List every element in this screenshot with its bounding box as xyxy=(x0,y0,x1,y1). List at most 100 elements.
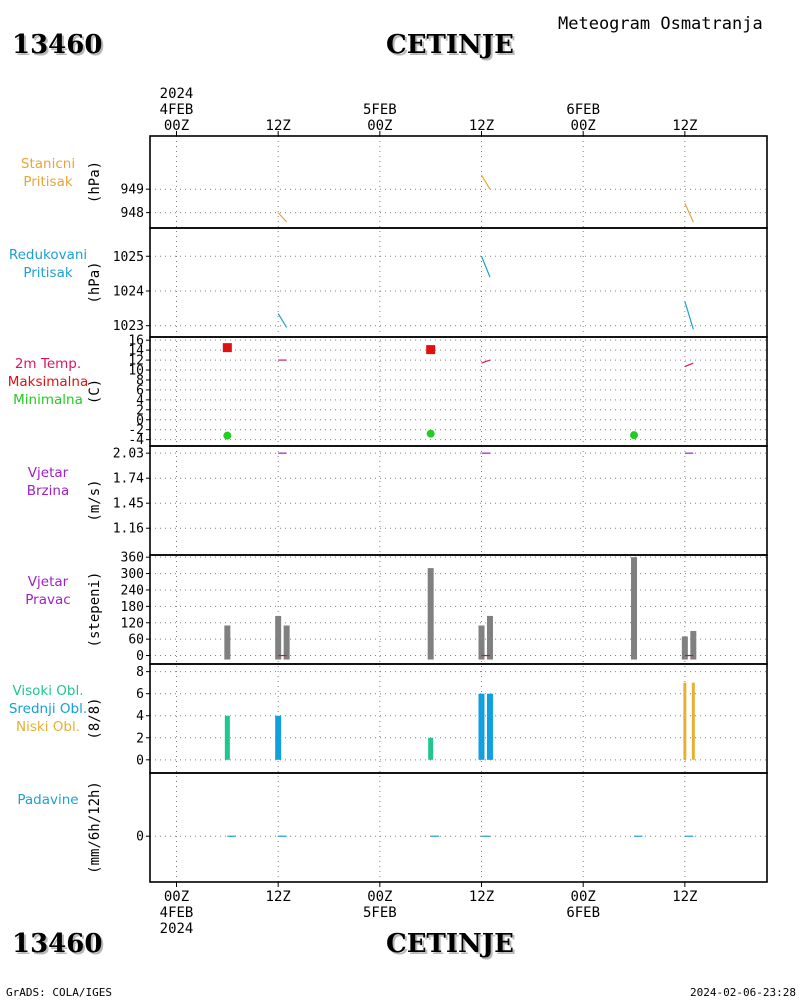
stanicni-panel-frame xyxy=(149,135,768,229)
temp-line-segment xyxy=(481,359,491,364)
time-axis-bottom-label: 12Z xyxy=(469,889,494,905)
vjetar_pravac-y-tick-label: 0 xyxy=(136,649,144,664)
vjetar_pravac-bar xyxy=(486,615,493,660)
time-axis-bottom-label: 00Z xyxy=(164,889,189,905)
temp-y-tick-label: -4 xyxy=(128,433,144,448)
time-axis-top-label: 5FEB xyxy=(363,102,397,118)
redukovani-y-tick-label: 1023 xyxy=(113,319,144,334)
redukovani-unit-label: (hPa) xyxy=(87,261,103,303)
redukovani-panel-frame xyxy=(149,227,768,338)
temp-y-tick-label: 2 xyxy=(136,403,144,418)
vjetar_pravac-bar xyxy=(224,625,231,660)
temp-y-tick-label: 16 xyxy=(128,334,144,349)
time-axis-top-label: 12Z xyxy=(469,118,494,134)
oblacnost-y-tick-label: 8 xyxy=(136,665,144,680)
redukovani-line-segment xyxy=(684,301,694,330)
redukovani-y-tick-label: 1024 xyxy=(113,284,144,299)
temp-panel-label: Maksimalna xyxy=(7,374,89,390)
vjetar_pravac-y-tick-label: 240 xyxy=(121,583,144,598)
stanicni-y-tick-label: 948 xyxy=(121,206,144,221)
temp-min-marker xyxy=(426,429,435,438)
vjetar_pravac-y-tick-label: 300 xyxy=(121,567,144,582)
time-axis-top-label: 12Z xyxy=(266,118,291,134)
temp-y-tick-label: -2 xyxy=(128,423,144,438)
temp-line-segment xyxy=(684,362,694,368)
oblacnost-bar xyxy=(486,693,493,760)
vjetar_pravac-bar xyxy=(283,625,290,660)
oblacnost-panel-label: Visoki Obl. xyxy=(12,683,84,699)
oblacnost-panel-label: Srednji Obl. xyxy=(8,701,88,717)
time-axis-top-label: 4FEB xyxy=(160,102,194,118)
vjetar_brzina-y-tick-label: 1.74 xyxy=(113,472,144,487)
oblacnost-y-tick-label: 2 xyxy=(136,731,144,746)
temp-y-tick-label: 12 xyxy=(128,354,144,369)
vjetar_pravac-y-tick-label: 60 xyxy=(128,633,144,648)
vjetar_pravac-y-tick-label: 360 xyxy=(121,551,144,566)
vjetar_pravac-panel-frame xyxy=(149,554,768,665)
temp-max-marker xyxy=(222,343,232,353)
stanicni-unit-label: (hPa) xyxy=(87,161,103,203)
stanicni-line-segment xyxy=(277,212,288,223)
oblacnost-bar xyxy=(683,682,687,760)
vjetar_pravac-unit-label: (stepeni) xyxy=(87,572,103,648)
station-id-top: 13460 xyxy=(12,30,103,60)
time-axis-bottom-label: 00Z xyxy=(571,889,596,905)
oblacnost-panel-frame xyxy=(149,663,768,774)
oblacnost-bar xyxy=(275,715,282,760)
footer-credit: GrADS: COLA/IGES xyxy=(6,986,112,999)
vjetar_pravac-y-tick-label: 180 xyxy=(121,600,144,615)
temp-max-marker xyxy=(426,345,436,355)
vjetar_brzina-y-tick-label: 1.45 xyxy=(113,497,144,512)
oblacnost-bar xyxy=(478,693,485,760)
redukovani-line-segment xyxy=(480,256,491,278)
time-axis-top-label: 00Z xyxy=(164,118,189,134)
time-axis-top-label: 00Z xyxy=(571,118,596,134)
oblacnost-y-tick-label: 6 xyxy=(136,687,144,702)
vjetar_pravac-bar xyxy=(690,630,697,660)
time-axis-top-label: 6FEB xyxy=(566,102,600,118)
temp-y-tick-label: 14 xyxy=(128,344,144,359)
stanicni-y-tick-label: 949 xyxy=(121,183,144,198)
time-axis-bottom-label: 6FEB xyxy=(566,905,600,921)
vjetar_pravac-y-tick-label: 120 xyxy=(121,616,144,631)
temp-min-marker xyxy=(223,431,232,440)
temp-y-tick-label: 0 xyxy=(136,413,144,428)
padavine-unit-label: (mm/6h/12h) xyxy=(87,781,103,874)
oblacnost-bar xyxy=(224,715,230,760)
oblacnost-bar xyxy=(691,682,695,760)
padavine-panel-frame xyxy=(149,772,768,883)
station-id-bottom: 13460 xyxy=(12,929,103,959)
time-axis-bottom-label: 5FEB xyxy=(363,905,397,921)
temp-panel-frame xyxy=(149,336,768,447)
temp-panel-label: Minimalna xyxy=(13,392,83,408)
time-axis-top-label: 00Z xyxy=(367,118,392,134)
stanicni-panel-label: Pritisak xyxy=(23,174,73,190)
time-axis-top-label: 12Z xyxy=(672,118,697,134)
vjetar_brzina-panel-label: Vjetar xyxy=(27,465,69,481)
time-axis-top-label: 2024 xyxy=(160,86,194,102)
vjetar_brzina-y-tick-label: 1.16 xyxy=(113,522,144,537)
temp-min-marker xyxy=(630,431,639,440)
temp-y-tick-label: 10 xyxy=(128,364,144,379)
temp-unit-label: (C) xyxy=(87,379,103,404)
temp-y-tick-label: 4 xyxy=(136,393,144,408)
vjetar_brzina-panel-frame xyxy=(149,445,768,556)
time-axis-bottom-label: 4FEB xyxy=(160,905,194,921)
oblacnost-panel-label: Niski Obl. xyxy=(16,719,80,735)
redukovani-y-tick-label: 1025 xyxy=(113,250,144,265)
time-axis-bottom-label: 00Z xyxy=(367,889,392,905)
stanicni-line-segment xyxy=(684,202,694,223)
oblacnost-unit-label: (8/8) xyxy=(87,697,103,739)
vjetar_pravac-bar xyxy=(478,625,485,660)
station-name-bottom: CETINJE xyxy=(386,929,514,959)
vjetar_pravac-panel-label: Pravac xyxy=(25,592,71,608)
stanicni-panel-label: Stanicni xyxy=(20,156,76,172)
temp-y-tick-label: 6 xyxy=(136,383,144,398)
vjetar_pravac-panel-label: Vjetar xyxy=(27,574,69,590)
redukovani-panel-label: Pritisak xyxy=(23,265,73,281)
time-axis-bottom-label: 2024 xyxy=(160,921,194,937)
stanicni-line-segment xyxy=(480,174,491,190)
padavine-panel-label: Padavine xyxy=(17,792,79,808)
vjetar_brzina-panel-label: Brzina xyxy=(26,483,70,499)
